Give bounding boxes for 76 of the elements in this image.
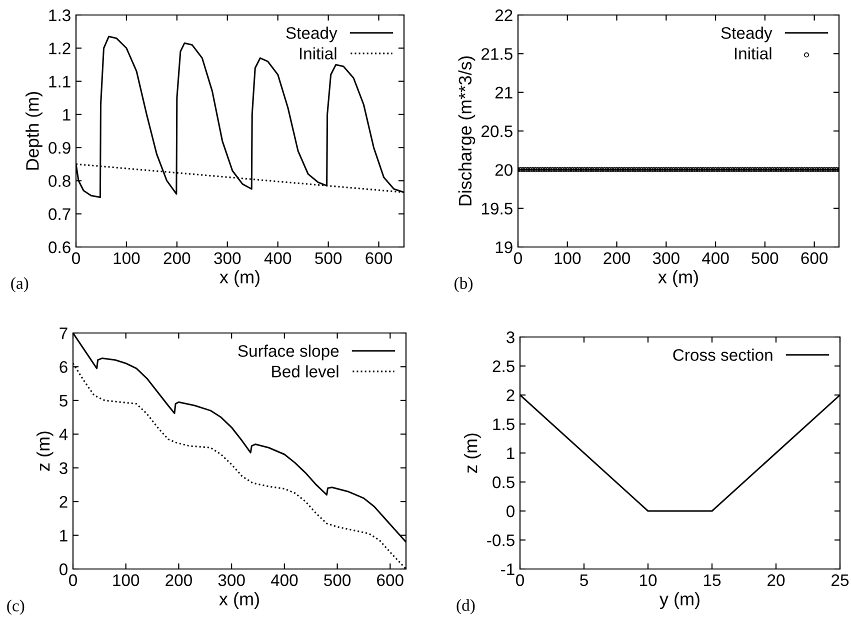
x-tick-label: 100	[113, 574, 140, 586]
y-tick-label: 3	[60, 462, 68, 474]
y-tick-label: 1.2	[49, 42, 70, 54]
legend-label: Initial	[300, 47, 336, 60]
x-tick-label: 400	[270, 574, 298, 586]
x-tick-label: 25	[832, 574, 849, 586]
x-tick-label: 100	[114, 252, 140, 264]
x-axis-title: x (m)	[220, 270, 260, 287]
x-tick-label: 10	[640, 574, 657, 586]
y-tick-label: 3	[506, 331, 514, 344]
x-tick-label: 600	[366, 252, 392, 264]
x-tick-label: 400	[702, 252, 729, 264]
legend-label: Bed level	[272, 365, 338, 378]
text: (d)	[456, 599, 475, 614]
x-axis-title: y (m)	[659, 592, 700, 610]
legend-label: Surface slope	[238, 344, 339, 360]
legend-label: Steady	[721, 26, 772, 42]
text: (a)	[11, 277, 28, 292]
y-tick-label: 0.7	[48, 208, 70, 220]
x-tick-label: 0	[72, 252, 80, 264]
y-axis-title: z (m)	[36, 432, 54, 471]
y-tick-label: -1	[501, 564, 514, 576]
y-tick-label: 20	[495, 164, 512, 176]
x-tick-label: 100	[554, 252, 581, 264]
x-tick-label: 600	[377, 574, 404, 586]
y-tick-label: 0	[506, 505, 514, 518]
x-tick-label: 200	[164, 252, 190, 264]
x-tick-label: 15	[704, 574, 721, 586]
x-tick-label: 500	[324, 574, 351, 586]
y-tick-label: 6	[60, 361, 68, 373]
x-axis-title: x (m)	[658, 270, 698, 287]
y-tick-label: 1	[507, 448, 514, 460]
y-tick-label: 19.5	[482, 202, 512, 215]
y-tick-label: 1.5	[493, 418, 514, 430]
x-tick-label: 300	[214, 252, 241, 264]
y-tick-label: 0.8	[48, 175, 70, 187]
x-axis-title: x (m)	[219, 592, 259, 609]
y-tick-label: 0.5	[492, 476, 514, 488]
y-tick-label: 0.9	[48, 142, 70, 154]
y-axis-title: z (m)	[464, 434, 481, 473]
y-tick-label: 2.5	[492, 360, 514, 372]
y-tick-label: 0.6	[48, 241, 70, 254]
y-tick-label: 22	[495, 9, 512, 22]
text: (c)	[7, 600, 24, 615]
y-tick-label: 19	[496, 241, 512, 254]
y-tick-label: 4	[59, 428, 68, 440]
x-tick-label: 400	[264, 252, 292, 264]
y-tick-label: 2	[506, 389, 514, 402]
x-tick-label: 500	[752, 252, 778, 264]
x-tick-label: 600	[801, 252, 828, 264]
x-tick-label: 200	[166, 574, 192, 586]
legend-label: Steady	[286, 26, 338, 42]
y-tick-label: 20.5	[482, 125, 512, 138]
y-tick-label: 2	[60, 496, 68, 508]
x-tick-label: 20	[768, 574, 785, 586]
x-tick-label: 0	[516, 574, 524, 586]
y-axis-title: Discharge (m**3/s)	[458, 56, 476, 206]
y-tick-label: 1	[60, 530, 68, 542]
y-tick-label: 1.3	[49, 9, 70, 22]
legend-label: Initial	[734, 47, 772, 60]
x-tick-label: 300	[652, 252, 680, 264]
legend-label: Cross section	[673, 348, 772, 361]
y-axis-title: Depth (m)	[26, 92, 42, 170]
x-tick-label: 200	[604, 252, 630, 264]
y-tick-label: 1	[63, 109, 70, 120]
y-tick-label: 21.5	[482, 48, 512, 60]
x-tick-label: 500	[315, 252, 342, 264]
y-tick-label: 5	[60, 395, 68, 407]
y-tick-label: 1.1	[49, 76, 70, 88]
y-tick-label: 7	[60, 328, 68, 340]
y-tick-label: -0.5	[487, 534, 514, 546]
text: (b)	[454, 277, 472, 292]
x-tick-label: 300	[218, 574, 245, 586]
y-tick-label: 0	[60, 563, 68, 576]
x-tick-label: 5	[580, 574, 588, 586]
y-tick-label: 21	[495, 86, 512, 98]
